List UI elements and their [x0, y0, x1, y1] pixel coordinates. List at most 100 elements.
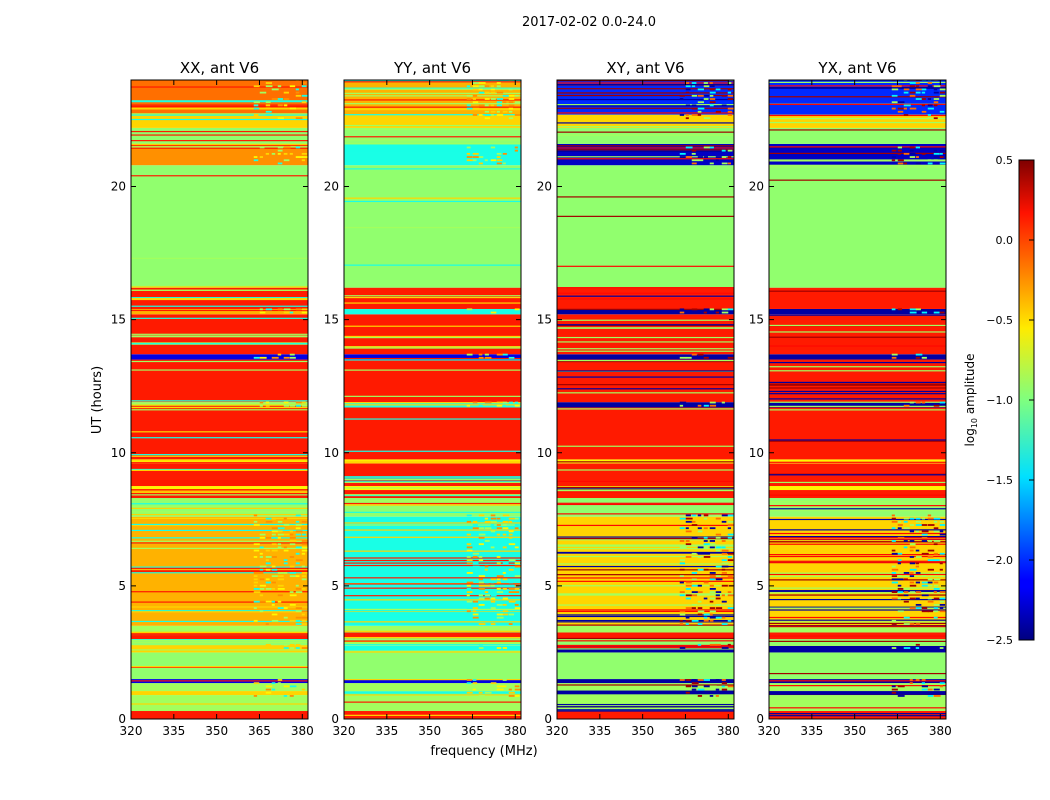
- rfi-speckle: [508, 623, 513, 625]
- rfi-speckle: [933, 695, 941, 697]
- heatmap-line: [344, 612, 521, 614]
- heatmap-line: [557, 524, 734, 527]
- rfi-speckle: [466, 107, 473, 110]
- rfi-speckle: [478, 588, 485, 590]
- heatmap-band: [344, 645, 521, 653]
- rfi-speckle: [897, 85, 902, 88]
- heatmap-line: [344, 714, 521, 716]
- rfi-speckle: [508, 691, 515, 694]
- rfi-speckle: [691, 591, 699, 593]
- rfi-speckle: [715, 156, 723, 158]
- heatmap-line: [131, 175, 308, 177]
- rfi-speckle: [691, 524, 698, 526]
- rfi-speckle: [927, 556, 934, 558]
- rfi-speckle: [295, 530, 303, 533]
- heatmap-line: [131, 517, 308, 519]
- rfi-speckle: [484, 581, 489, 584]
- rfi-speckle: [490, 623, 496, 625]
- rfi-speckle: [709, 610, 716, 613]
- heatmap-line: [769, 387, 946, 389]
- heatmap-line: [557, 486, 734, 489]
- heatmap-line: [344, 645, 521, 648]
- rfi-speckle: [508, 613, 515, 616]
- heatmap-line: [769, 640, 946, 642]
- heatmap-line: [131, 567, 308, 569]
- rfi-speckle: [490, 647, 498, 649]
- rfi-speckle: [466, 594, 470, 597]
- heatmap-line: [769, 121, 946, 124]
- rfi-speckle: [514, 524, 520, 526]
- rfi-speckle: [289, 565, 295, 568]
- rfi-speckle: [466, 514, 472, 517]
- rfi-speckle: [514, 114, 521, 116]
- rfi-speckle: [697, 591, 703, 593]
- heatmap-line: [557, 376, 734, 378]
- rfi-speckle: [484, 600, 491, 603]
- rfi-speckle: [709, 527, 716, 530]
- panel-title: YY, ant V6: [393, 59, 471, 77]
- heatmap-line: [344, 264, 521, 266]
- heatmap-line: [344, 701, 521, 703]
- heatmap-line: [344, 651, 521, 653]
- rfi-speckle: [721, 94, 727, 97]
- rfi-speckle: [484, 356, 492, 359]
- heatmap-line: [131, 454, 308, 456]
- x-tick-label: 365: [248, 724, 271, 738]
- heatmap-band: [131, 407, 308, 460]
- rfi-speckle: [927, 597, 932, 600]
- rfi-speckle: [727, 107, 734, 110]
- heatmap-line: [769, 440, 946, 442]
- heatmap-band: [769, 402, 946, 408]
- rfi-speckle: [727, 520, 734, 523]
- rfi-speckle: [709, 591, 716, 593]
- rfi-speckle: [514, 404, 520, 407]
- rfi-speckle: [903, 517, 909, 520]
- rfi-speckle: [301, 94, 308, 97]
- heatmap-band: [131, 354, 308, 360]
- rfi-speckle: [709, 572, 716, 574]
- rfi-speckle: [697, 610, 705, 613]
- rfi-speckle: [271, 619, 279, 622]
- heatmap-line: [344, 114, 521, 116]
- heatmap-line: [769, 393, 946, 395]
- heatmap-line: [131, 645, 308, 647]
- rfi-speckle: [685, 117, 689, 120]
- heatmap-line: [344, 550, 521, 552]
- rfi-speckle: [933, 603, 941, 606]
- rfi-speckle: [903, 162, 908, 165]
- rfi-speckle: [697, 688, 705, 691]
- rfi-speckle: [508, 685, 513, 688]
- rfi-speckle: [697, 110, 702, 113]
- rfi-speckle: [921, 607, 928, 609]
- rfi-speckle: [679, 623, 684, 625]
- heatmap-line: [769, 606, 946, 608]
- rfi-speckle: [295, 619, 301, 622]
- rfi-speckle: [496, 533, 501, 536]
- rfi-speckle: [490, 104, 494, 107]
- rfi-speckle: [283, 546, 287, 549]
- rfi-speckle: [277, 682, 281, 685]
- rfi-speckle: [271, 556, 277, 558]
- rfi-speckle: [691, 584, 698, 587]
- rfi-speckle: [283, 356, 290, 359]
- rfi-speckle: [259, 308, 263, 311]
- rfi-speckle: [891, 156, 897, 158]
- x-tick-label: 365: [886, 724, 909, 738]
- heatmap-line: [131, 144, 308, 146]
- rfi-speckle: [697, 404, 702, 407]
- rfi-speckle: [289, 572, 296, 574]
- rfi-speckle: [295, 575, 300, 578]
- rfi-speckle: [909, 543, 916, 546]
- heatmap-line: [769, 503, 946, 505]
- heatmap-line: [557, 327, 734, 329]
- rfi-speckle: [709, 308, 715, 311]
- rfi-speckle: [933, 156, 940, 158]
- heatmap-line: [131, 490, 308, 492]
- rfi-speckle: [484, 594, 491, 597]
- rfi-speckle: [484, 691, 492, 694]
- rfi-speckle: [915, 565, 919, 568]
- rfi-speckle: [921, 401, 926, 404]
- rfi-speckle: [514, 517, 519, 520]
- rfi-speckle: [514, 607, 521, 609]
